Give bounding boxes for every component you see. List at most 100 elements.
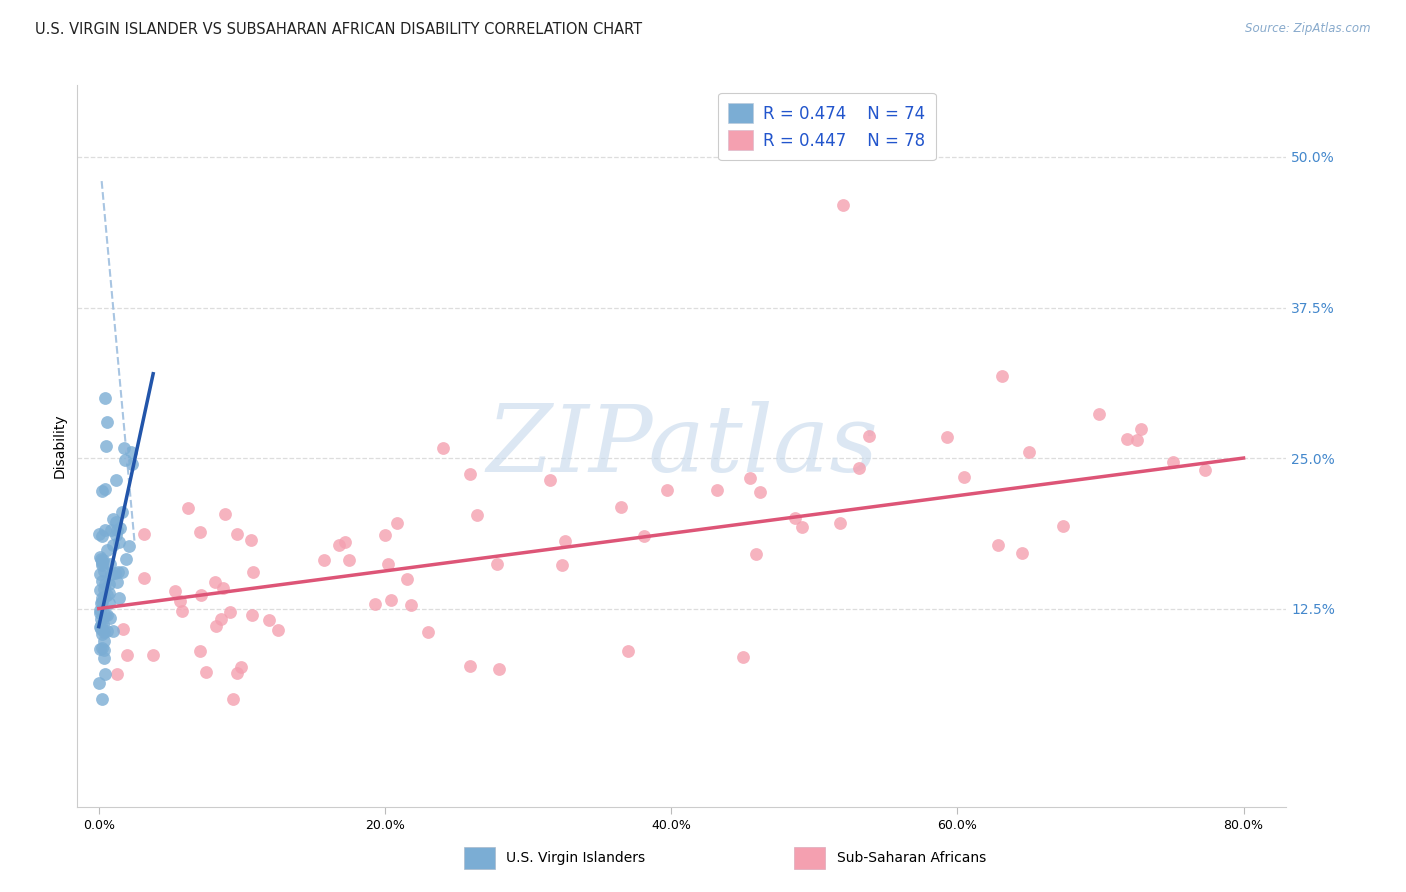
Point [749,485,772,500]
Point [554,533,576,548]
Point [100,610,122,624]
Point [936,430,959,444]
Point [114,453,136,467]
Point [828,516,851,530]
Point [991,369,1014,384]
Point [91,484,114,499]
Y-axis label: Disability: Disability [52,414,66,478]
Point [785,511,807,525]
Text: Source: ZipAtlas.com: Source: ZipAtlas.com [1246,22,1371,36]
Point [225,665,247,680]
Point [169,594,191,608]
Point [89,620,111,634]
Point [98,557,121,571]
Point [551,558,574,572]
Point [831,198,853,212]
Point [90,574,112,588]
Point [100,567,122,582]
Point [91,529,114,543]
Text: U.S. VIRGIN ISLANDER VS SUBSAHARAN AFRICAN DISABILITY CORRELATION CHART: U.S. VIRGIN ISLANDER VS SUBSAHARAN AFRIC… [35,22,643,37]
Point [385,516,408,531]
Point [90,595,112,609]
Point [94,666,117,681]
Point [163,584,186,599]
Point [396,572,419,586]
Point [211,612,233,626]
Point [257,613,280,627]
Point [118,540,141,554]
Point [110,505,132,519]
Point [111,622,134,636]
Point [226,527,249,541]
Point [240,608,263,623]
Point [132,571,155,585]
Point [1125,433,1147,447]
Point [132,527,155,541]
Point [103,624,125,638]
Point [90,612,112,626]
Point [380,593,402,607]
Point [94,577,117,591]
Point [1088,407,1111,421]
Point [1052,519,1074,533]
Text: Sub-Saharan Africans: Sub-Saharan Africans [837,851,986,865]
Point [745,547,768,561]
Point [218,605,240,619]
Point [90,622,112,636]
Point [105,473,128,487]
Point [105,523,128,537]
Point [953,470,976,484]
Point [90,558,112,572]
Point [177,501,200,516]
Point [91,641,114,656]
Point [94,608,117,623]
Point [858,429,880,443]
Point [107,591,129,606]
Point [93,643,115,657]
Point [738,471,761,485]
Text: U.S. Virgin Islanders: U.S. Virgin Islanders [506,851,645,865]
Point [214,507,236,521]
Point [100,523,122,537]
Point [121,457,143,471]
Point [105,528,128,542]
Point [333,535,356,549]
Point [1161,455,1184,469]
Point [706,483,728,498]
Point [488,662,510,676]
Point [93,523,115,537]
Point [416,625,439,640]
Point [731,649,754,664]
Point [229,660,252,674]
Point [101,538,124,552]
Point [96,608,118,623]
Point [98,586,121,600]
Point [96,543,118,558]
Point [848,461,870,475]
Point [194,665,217,680]
Point [458,658,481,673]
Point [617,644,640,658]
Point [609,500,631,514]
Point [96,588,118,602]
Point [89,549,111,564]
Point [1130,421,1153,435]
Point [104,515,127,529]
Point [1194,463,1216,477]
Point [108,521,131,535]
Point [94,482,117,496]
Point [115,648,138,662]
Point [89,602,111,616]
Point [91,616,114,631]
Point [188,644,211,658]
Point [89,676,111,690]
Point [108,534,131,549]
Point [190,588,212,602]
Point [93,650,115,665]
Point [239,533,262,547]
Point [96,624,118,638]
Point [377,558,399,572]
Point [98,596,121,610]
Legend: R = 0.474    N = 74, R = 0.447    N = 78: R = 0.474 N = 74, R = 0.447 N = 78 [718,93,935,161]
Point [1011,546,1033,560]
